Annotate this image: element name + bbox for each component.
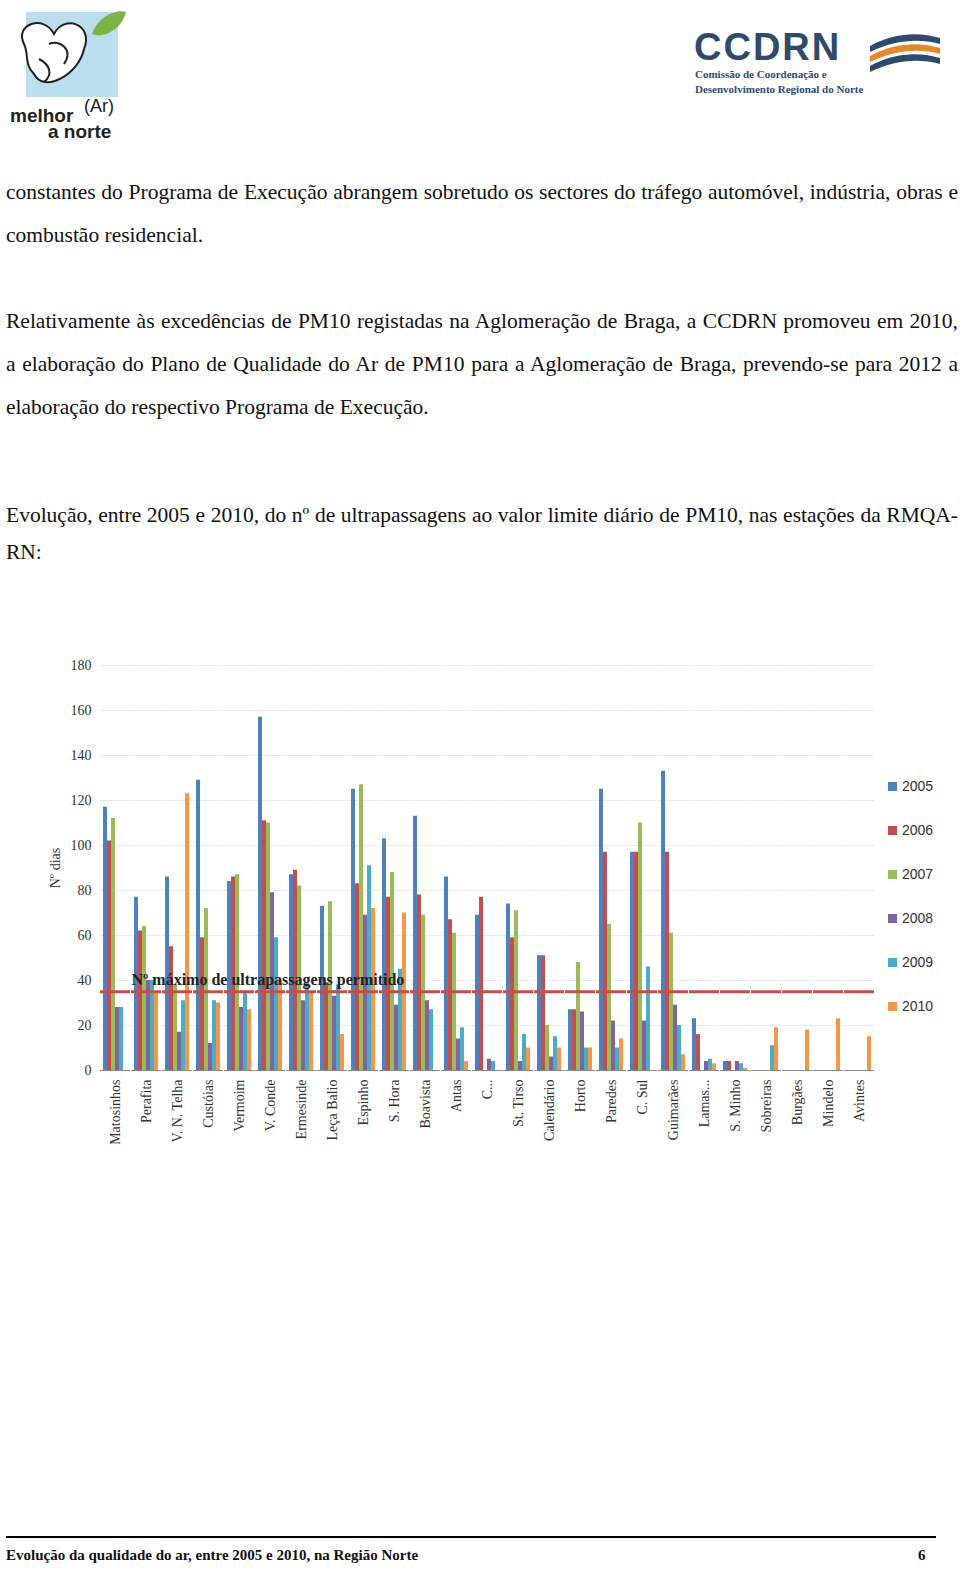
svg-text:St. Tirso: St. Tirso: [511, 1080, 526, 1127]
svg-text:Sobreiras: Sobreiras: [759, 1080, 774, 1133]
svg-text:Vermoim: Vermoim: [232, 1079, 247, 1131]
svg-text:Guimarães: Guimarães: [666, 1080, 681, 1141]
svg-text:Matosinhos: Matosinhos: [108, 1080, 123, 1145]
svg-text:Nº máximo de ultrapassagens pe: Nº máximo de ultrapassagens permitido: [132, 971, 405, 989]
svg-text:160: 160: [71, 703, 92, 718]
svg-text:Antas: Antas: [449, 1080, 464, 1113]
svg-text:Calendário: Calendário: [542, 1080, 557, 1141]
html-text:2007: 2007: [902, 866, 934, 882]
svg-text:a norte: a norte: [48, 121, 111, 142]
svg-text:Burgães: Burgães: [790, 1080, 805, 1126]
svg-text:140: 140: [71, 748, 92, 763]
html-text:2010: 2010: [902, 998, 934, 1014]
svg-text:20: 20: [78, 1018, 92, 1033]
svg-text:Perafita: Perafita: [139, 1079, 154, 1123]
svg-text:120: 120: [71, 793, 92, 808]
svg-text:Lamas...: Lamas...: [697, 1080, 712, 1128]
svg-text:Leça Balio: Leça Balio: [325, 1080, 340, 1141]
svg-text:S. Minho: S. Minho: [728, 1080, 743, 1132]
html-text:2009: 2009: [902, 954, 934, 970]
svg-text:C...: C...: [480, 1080, 495, 1100]
svg-text:Desenvolvimento Regional do No: Desenvolvimento Regional do Norte: [695, 83, 863, 95]
svg-text:60: 60: [78, 928, 92, 943]
svg-text:40: 40: [78, 973, 92, 988]
html-text:2008: 2008: [902, 910, 934, 926]
svg-text:0: 0: [85, 1063, 92, 1078]
svg-text:Avintes: Avintes: [852, 1080, 867, 1123]
svg-text:Comissão de Coordenação e: Comissão de Coordenação e: [695, 68, 827, 80]
svg-text:V. N. Telha: V. N. Telha: [170, 1079, 185, 1143]
svg-text:80: 80: [78, 883, 92, 898]
html-text:Evolução da qualidade do ar, e: Evolução da qualidade do ar, entre 2005 …: [6, 1547, 419, 1563]
svg-text:Ermesinde: Ermesinde: [294, 1080, 309, 1140]
svg-text:Horto: Horto: [573, 1080, 588, 1113]
svg-text:Nº dias: Nº dias: [48, 848, 63, 889]
svg-text:(Ar): (Ar): [84, 96, 114, 116]
html-text:2005: 2005: [902, 778, 934, 794]
html-text:constantes do Programa de Exec: constantes do Programa de Execução abran…: [6, 180, 958, 247]
svg-text:S. Hora: S. Hora: [387, 1079, 402, 1123]
svg-text:Mindelo: Mindelo: [821, 1080, 836, 1127]
svg-text:C. Sul: C. Sul: [635, 1079, 650, 1114]
html-text:6: 6: [918, 1547, 926, 1563]
svg-text:Espinho: Espinho: [356, 1080, 371, 1126]
svg-text:Custóias: Custóias: [201, 1080, 216, 1128]
svg-text:180: 180: [71, 658, 92, 673]
svg-text:Boavista: Boavista: [418, 1079, 433, 1129]
html-text:2006: 2006: [902, 822, 934, 838]
svg-text:100: 100: [71, 838, 92, 853]
svg-text:melhor: melhor: [10, 105, 74, 126]
html-text:Relativamente às excedências d: Relativamente às excedências de PM10 reg…: [6, 309, 958, 419]
svg-text:V. Conde: V. Conde: [263, 1080, 278, 1132]
svg-text:Paredes: Paredes: [604, 1080, 619, 1124]
svg-text:CCDRN: CCDRN: [694, 26, 841, 68]
html-text:Evolução, entre 2005 e 2010, d: Evolução, entre 2005 e 2010, do nº de ul…: [6, 503, 958, 564]
